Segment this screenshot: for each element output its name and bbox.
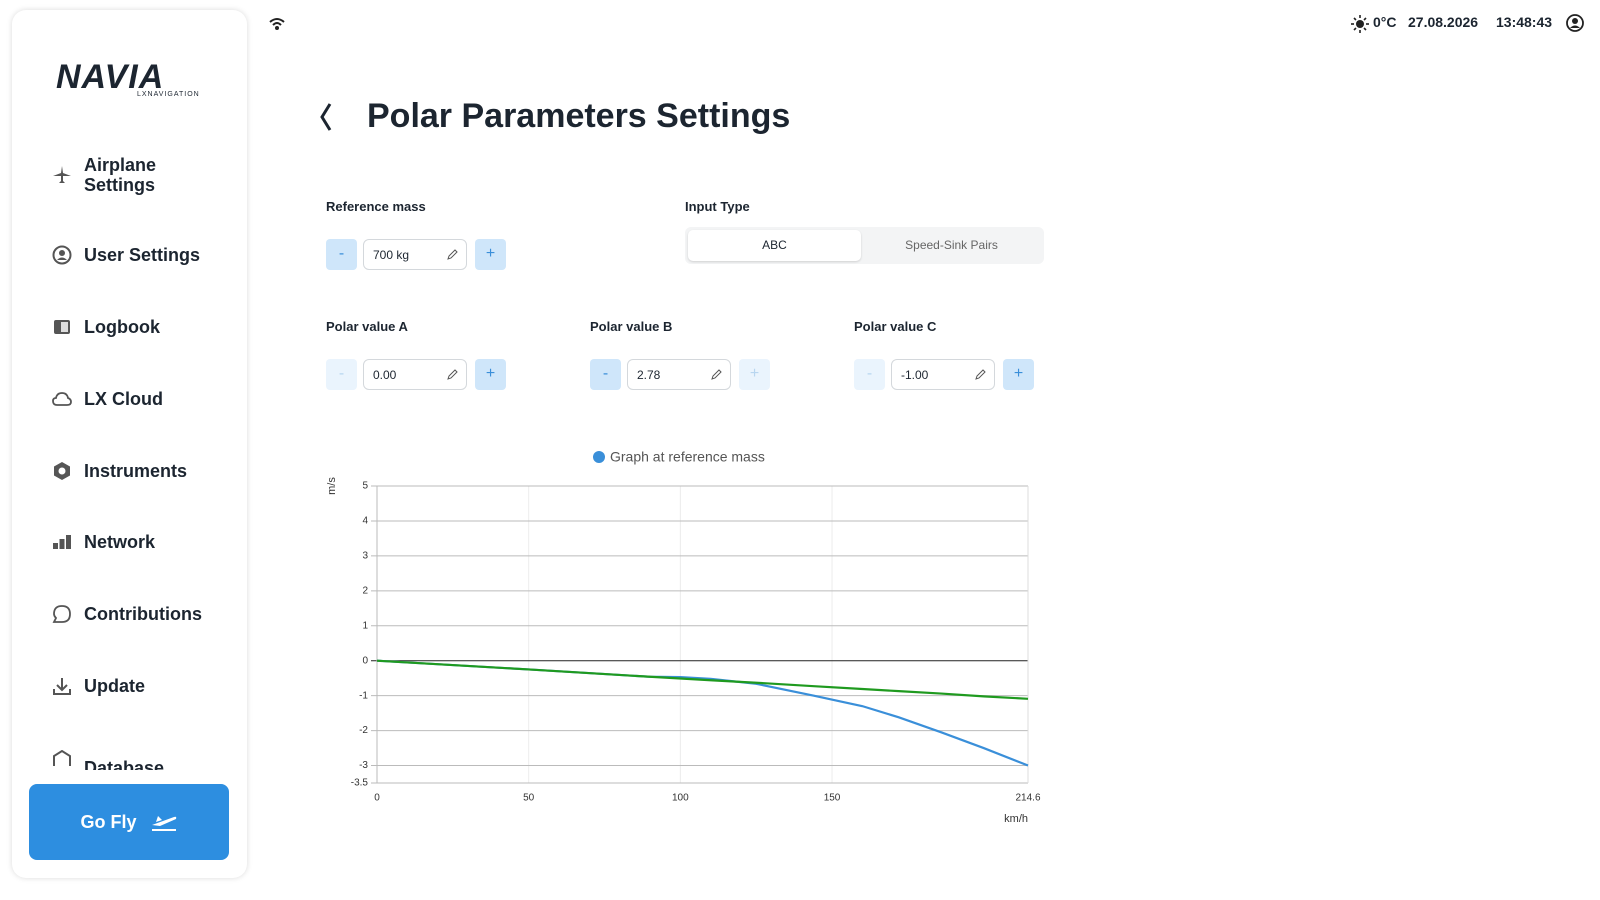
edit-icon — [447, 249, 458, 260]
y-tick-label: -3 — [359, 760, 368, 771]
legend-label: Graph at reference mass — [610, 449, 765, 465]
segment-option[interactable]: ABC — [688, 230, 861, 261]
x-axis-label: km/h — [1004, 813, 1028, 825]
x-tick-label: 214.6 — [1015, 793, 1040, 804]
input-value: 0.00 — [373, 368, 397, 382]
y-tick-label: 4 — [362, 516, 368, 527]
input-value: -1.00 — [901, 368, 929, 382]
sun-icon — [1351, 15, 1369, 33]
plus-button[interactable]: + — [475, 359, 506, 390]
legend-marker — [593, 451, 605, 463]
nav-item[interactable]: Airplane Settings — [84, 155, 157, 195]
nav-clip: Database — [12, 750, 247, 770]
x-tick-label: 100 — [672, 793, 689, 804]
time: 13:48:43 — [1496, 14, 1553, 30]
wifi-icon — [269, 18, 285, 30]
nav-item[interactable]: Contributions — [84, 604, 202, 624]
nav-icon — [53, 535, 71, 549]
y-axis-label: m/s — [326, 477, 338, 495]
series-line — [376, 659, 1029, 767]
field-label: Polar value B — [590, 319, 673, 334]
nav-item[interactable]: Logbook — [84, 317, 160, 337]
go-fly-label: Go Fly — [80, 812, 137, 832]
x-tick-label: 150 — [824, 793, 841, 804]
back-button[interactable] — [318, 102, 334, 132]
edit-icon — [975, 369, 986, 380]
nav-icon — [53, 166, 71, 183]
logo: NAVIA — [56, 58, 165, 96]
nav-item[interactable]: User Settings — [84, 245, 201, 265]
y-tick-label: 0 — [362, 655, 368, 666]
text-input[interactable]: 700 kg — [363, 239, 467, 270]
nav-item[interactable]: Database — [84, 758, 165, 770]
y-tick-label: 2 — [362, 585, 368, 596]
edit-icon — [711, 369, 722, 380]
minus-button[interactable]: - — [854, 359, 885, 390]
polar-chart: 0 50 100 150 214.6 -3.5 -3 -2 -1 0 1 2 3 4 5 m/s km/h Gra… — [326, 449, 1041, 825]
text-input[interactable]: 2.78 — [627, 359, 731, 390]
series-line — [376, 659, 1029, 700]
input-value: 700 kg — [373, 248, 410, 262]
plane-icon — [151, 816, 176, 831]
nav-icon — [54, 320, 70, 334]
text-input[interactable]: 0.00 — [363, 359, 467, 390]
nav-icon — [52, 392, 72, 406]
nav-icon — [52, 245, 72, 265]
field-label: Polar value C — [854, 319, 937, 334]
y-tick-label: 1 — [362, 620, 368, 631]
nav-item[interactable]: Instruments — [84, 461, 188, 481]
text-input[interactable]: -1.00 — [891, 359, 995, 390]
nav-icon — [53, 750, 71, 766]
segmented-control: ABC Speed-Sink Pairs — [685, 227, 1044, 264]
nav-icon — [52, 605, 71, 623]
nav-icon — [54, 462, 70, 480]
nav-icon — [53, 678, 71, 695]
nav-item[interactable]: LX Cloud — [84, 389, 163, 409]
minus-button[interactable]: - — [326, 359, 357, 390]
plus-button[interactable]: + — [1003, 359, 1034, 390]
user-icon[interactable] — [1566, 14, 1584, 32]
plus-button[interactable]: + — [475, 239, 506, 270]
field-label: Reference mass — [326, 199, 426, 214]
go-fly-button[interactable]: Go Fly — [29, 784, 229, 860]
logo-sub: LXNAVIGATION — [137, 91, 200, 98]
x-tick-label: 0 — [374, 793, 380, 804]
page-title: Polar Parameters Settings — [367, 97, 791, 135]
sidebar: NAVIA LXNAVIGATION Airplane Settings Use… — [12, 10, 247, 878]
y-tick-label: -2 — [359, 725, 368, 736]
y-tick-label: 5 — [362, 481, 368, 492]
nav-item[interactable]: Network — [84, 532, 156, 552]
minus-button[interactable]: - — [590, 359, 621, 390]
date: 27.08.2026 — [1408, 14, 1479, 30]
field-label: Polar value A — [326, 319, 408, 334]
y-tick-label: -1 — [359, 690, 368, 701]
nav-item[interactable]: Update — [84, 676, 146, 696]
x-tick-label: 50 — [523, 793, 535, 804]
plus-button[interactable]: + — [739, 359, 770, 390]
y-tick-label: -3.5 — [351, 778, 369, 789]
minus-button[interactable]: - — [326, 239, 357, 270]
field-label: Input Type — [685, 199, 750, 214]
temperature: 0°C — [1373, 14, 1397, 30]
input-value: 2.78 — [637, 368, 661, 382]
segment-option[interactable]: Speed-Sink Pairs — [905, 238, 998, 252]
edit-icon — [447, 369, 458, 380]
y-tick-label: 3 — [362, 551, 368, 562]
